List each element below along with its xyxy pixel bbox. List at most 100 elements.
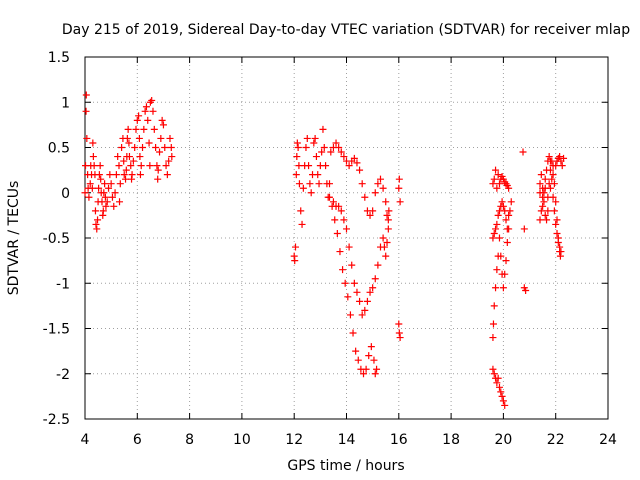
data-point [494,374,502,382]
data-point [494,171,502,179]
data-point [312,153,320,161]
data-point [495,383,503,391]
data-point [558,162,566,170]
data-point [543,166,551,174]
data-point [99,207,107,215]
data-point [371,275,379,283]
data-point [154,175,162,183]
data-point [350,279,358,287]
y-tick-label: -0.5 [43,231,70,247]
data-point [539,202,547,210]
data-point [295,180,303,188]
grid-lines [85,57,608,419]
data-point [111,189,119,197]
data-point [133,116,141,124]
data-point [489,334,497,342]
data-point [332,139,340,147]
x-tick-label: 20 [494,432,512,448]
data-point [379,184,387,192]
data-point [490,229,498,237]
data-point [106,171,114,179]
data-point [141,107,149,115]
data-point [146,162,154,170]
data-point [82,107,90,115]
data-point [358,311,366,319]
data-point [156,148,164,156]
data-point [552,162,560,170]
data-point [335,202,343,210]
data-point [537,207,545,215]
data-point [306,180,314,188]
data-point [344,293,352,301]
data-point [136,171,144,179]
data-point [154,166,162,174]
data-point [546,157,554,165]
data-point [373,365,381,373]
data-point [356,166,364,174]
x-axis-label: GPS time / hours [287,458,404,474]
data-point [382,198,390,206]
data-point [536,216,544,224]
data-point [490,370,498,378]
data-point [354,356,362,364]
data-point [361,193,369,201]
data-point [337,207,345,215]
data-point [489,234,497,242]
data-point [492,166,500,174]
data-point [493,220,501,228]
data-point [343,225,350,233]
data-point [522,286,530,294]
data-point [374,180,382,188]
data-point [502,257,510,265]
y-tick-label: 1 [61,95,70,111]
data-point [168,153,176,161]
data-point [135,134,143,142]
data-point [150,125,158,133]
data-point [153,162,161,170]
data-point [165,157,173,165]
data-point [501,270,509,278]
data-point [505,184,513,192]
x-tick-label: 6 [133,432,142,448]
data-point [303,134,311,142]
data-point [353,159,361,167]
data-point [294,144,302,151]
data-point [367,343,375,351]
data-point [497,388,505,396]
data-point [349,329,357,337]
data-point [556,153,564,161]
data-point [503,239,511,247]
x-tick-label: 24 [599,432,617,448]
data-point [560,154,568,162]
y-tick-labels: 1.5 1 0.5 0 -0.5 -1 -1.5 -2 -2.5 [43,50,70,428]
data-point [557,248,565,256]
data-point [549,171,557,179]
data-point [82,91,90,99]
data-point [91,207,99,215]
data-point [158,116,166,124]
data-point [335,144,343,151]
data-point [152,144,160,151]
data-point [107,180,115,188]
data-point [149,107,157,115]
data-point [120,157,128,165]
data-point [89,139,97,147]
data-point [553,216,561,224]
data-point [537,171,545,179]
data-point [299,184,307,192]
data-point [546,184,554,192]
data-point [383,211,391,219]
data-point [353,288,361,296]
data-point [369,284,377,292]
data-point [541,175,549,183]
data-point [499,202,507,210]
data-point [358,180,366,188]
x-tick-label: 22 [547,432,565,448]
data-point [499,397,507,405]
data-point [395,184,403,192]
data-point [125,139,133,147]
data-point [311,134,319,142]
data-point [556,243,564,251]
data-point [135,112,143,120]
